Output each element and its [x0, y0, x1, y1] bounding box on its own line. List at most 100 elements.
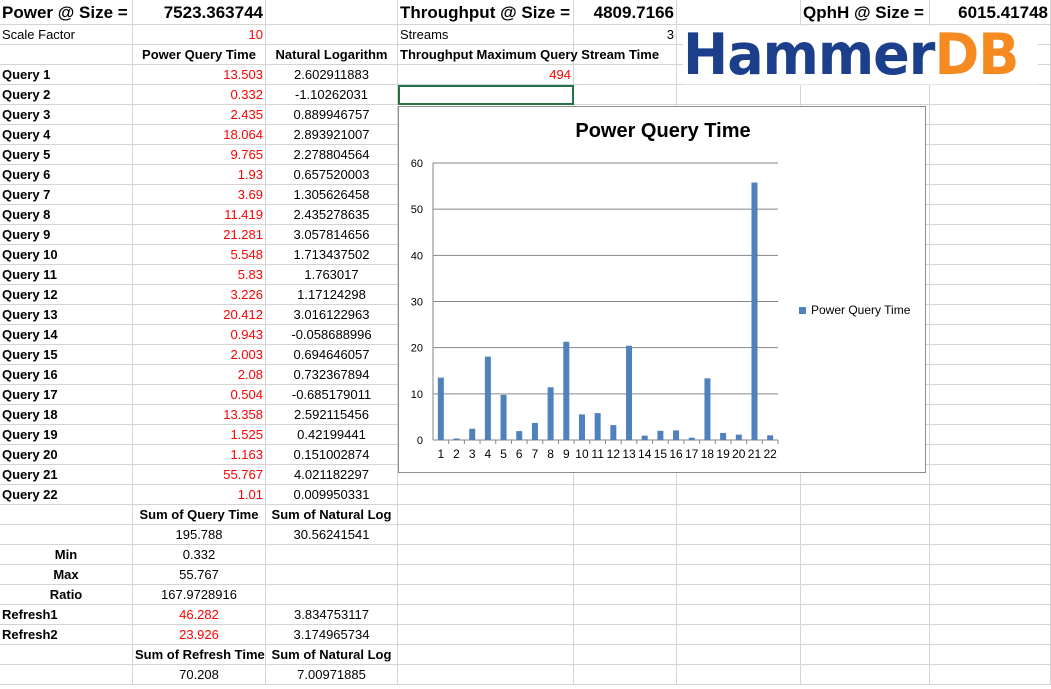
- grid-cell[interactable]: [930, 305, 1051, 325]
- grid-cell[interactable]: [801, 85, 930, 105]
- bar-query-17[interactable]: [688, 437, 695, 440]
- sum-natural-log2-label[interactable]: Sum of Natural Log: [266, 645, 398, 665]
- query-time[interactable]: 13.358: [133, 405, 266, 425]
- grid-cell[interactable]: [574, 85, 677, 105]
- query-label[interactable]: Query 3: [0, 105, 133, 125]
- query-natural-log[interactable]: 1.763017: [266, 265, 398, 285]
- grid-cell[interactable]: [677, 485, 801, 505]
- grid-cell[interactable]: [930, 525, 1051, 545]
- grid-cell[interactable]: [801, 485, 930, 505]
- grid-cell[interactable]: [398, 465, 574, 485]
- grid-cell[interactable]: [930, 505, 1051, 525]
- query-label[interactable]: Query 21: [0, 465, 133, 485]
- grid-cell[interactable]: [574, 505, 677, 525]
- grid-cell[interactable]: [930, 585, 1051, 605]
- query-time[interactable]: 1.01: [133, 485, 266, 505]
- grid-cell[interactable]: [398, 645, 574, 665]
- grid-cell[interactable]: [930, 185, 1051, 205]
- sum-query-time-value[interactable]: 195.788: [133, 525, 266, 545]
- bar-query-14[interactable]: [641, 435, 648, 440]
- query-natural-log[interactable]: 2.278804564: [266, 145, 398, 165]
- bar-query-16[interactable]: [673, 430, 680, 440]
- sum-natural-log2-value[interactable]: 7.00971885: [266, 665, 398, 685]
- query-time[interactable]: 11.419: [133, 205, 266, 225]
- query-label[interactable]: Query 5: [0, 145, 133, 165]
- grid-cell[interactable]: [574, 65, 677, 85]
- bar-query-22[interactable]: [767, 435, 774, 440]
- grid-cell[interactable]: [574, 485, 677, 505]
- grid-cell[interactable]: [398, 525, 574, 545]
- query-label[interactable]: Query 7: [0, 185, 133, 205]
- query-natural-log[interactable]: 1.17124298: [266, 285, 398, 305]
- grid-cell[interactable]: [677, 565, 801, 585]
- query-natural-log[interactable]: 2.592115456: [266, 405, 398, 425]
- grid-cell[interactable]: [0, 505, 133, 525]
- query-natural-log[interactable]: 2.435278635: [266, 205, 398, 225]
- grid-cell[interactable]: [574, 465, 677, 485]
- bar-query-9[interactable]: [563, 341, 570, 440]
- query-label[interactable]: Query 2: [0, 85, 133, 105]
- query-label[interactable]: Query 12: [0, 285, 133, 305]
- power-query-time-header[interactable]: Power Query Time: [133, 45, 266, 65]
- query-label[interactable]: Query 18: [0, 405, 133, 425]
- query-label[interactable]: Query 9: [0, 225, 133, 245]
- grid-cell[interactable]: [398, 505, 574, 525]
- bar-query-10[interactable]: [578, 414, 585, 440]
- refresh1-label[interactable]: Refresh1: [0, 605, 133, 625]
- grid-cell[interactable]: [930, 225, 1051, 245]
- query-time[interactable]: 13.503: [133, 65, 266, 85]
- grid-cell[interactable]: [930, 285, 1051, 305]
- query-label[interactable]: Query 14: [0, 325, 133, 345]
- query-natural-log[interactable]: 1.713437502: [266, 245, 398, 265]
- query-natural-log[interactable]: 0.694646057: [266, 345, 398, 365]
- bar-query-8[interactable]: [547, 387, 554, 440]
- max-value[interactable]: 55.767: [133, 565, 266, 585]
- throughput-size-label[interactable]: Throughput @ Size =: [398, 0, 574, 25]
- query-time[interactable]: 1.525: [133, 425, 266, 445]
- bar-query-18[interactable]: [704, 378, 711, 440]
- grid-cell[interactable]: [930, 105, 1051, 125]
- query-natural-log[interactable]: 4.021182297: [266, 465, 398, 485]
- refresh1-time[interactable]: 46.282: [133, 605, 266, 625]
- refresh2-time[interactable]: 23.926: [133, 625, 266, 645]
- empty-cell[interactable]: [677, 0, 801, 25]
- ratio-value[interactable]: 167.9728916: [133, 585, 266, 605]
- bar-query-1[interactable]: [437, 377, 444, 440]
- query-time[interactable]: 2.08: [133, 365, 266, 385]
- power-query-time-chart[interactable]: Power Query Time 0 10 20 30 40 50 60 1 2 3 4 5 6 7 8 9 1…: [398, 106, 926, 473]
- grid-cell[interactable]: [677, 505, 801, 525]
- grid-cell[interactable]: [574, 665, 677, 685]
- query-natural-log[interactable]: -0.058688996: [266, 325, 398, 345]
- grid-cell[interactable]: [801, 665, 930, 685]
- grid-cell[interactable]: [930, 425, 1051, 445]
- query-natural-log[interactable]: 0.42199441: [266, 425, 398, 445]
- query-time[interactable]: 18.064: [133, 125, 266, 145]
- grid-cell[interactable]: [930, 165, 1051, 185]
- bar-query-12[interactable]: [610, 425, 617, 440]
- grid-cell[interactable]: [574, 565, 677, 585]
- query-label[interactable]: Query 22: [0, 485, 133, 505]
- grid-cell[interactable]: [801, 565, 930, 585]
- natural-logarithm-header[interactable]: Natural Logarithm: [266, 45, 398, 65]
- scale-factor-value[interactable]: 10: [133, 25, 266, 45]
- query-label[interactable]: Query 20: [0, 445, 133, 465]
- qphh-size-label[interactable]: QphH @ Size =: [801, 0, 930, 25]
- bar-query-4[interactable]: [484, 356, 491, 440]
- grid-cell[interactable]: [930, 405, 1051, 425]
- bar-query-20[interactable]: [735, 434, 742, 440]
- sum-refresh-time-value[interactable]: 70.208: [133, 665, 266, 685]
- grid-cell[interactable]: [801, 465, 930, 485]
- grid-cell[interactable]: [930, 625, 1051, 645]
- query-label[interactable]: Query 13: [0, 305, 133, 325]
- grid-cell[interactable]: [266, 565, 398, 585]
- scale-factor-label[interactable]: Scale Factor: [0, 25, 133, 45]
- query-time[interactable]: 5.83: [133, 265, 266, 285]
- bar-query-21[interactable]: [751, 182, 758, 440]
- min-label[interactable]: Min: [0, 545, 133, 565]
- grid-cell[interactable]: [930, 545, 1051, 565]
- grid-cell[interactable]: [801, 545, 930, 565]
- grid-cell[interactable]: [677, 625, 801, 645]
- grid-cell[interactable]: [801, 645, 930, 665]
- grid-cell[interactable]: [677, 585, 801, 605]
- query-time[interactable]: 0.332: [133, 85, 266, 105]
